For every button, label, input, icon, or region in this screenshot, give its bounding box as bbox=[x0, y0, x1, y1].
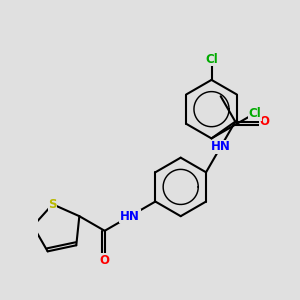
Text: Cl: Cl bbox=[248, 107, 261, 120]
Text: S: S bbox=[48, 198, 57, 211]
Text: Cl: Cl bbox=[205, 53, 218, 66]
Text: O: O bbox=[260, 115, 270, 128]
Text: O: O bbox=[100, 254, 110, 267]
Text: HN: HN bbox=[120, 210, 140, 223]
Text: HN: HN bbox=[211, 140, 231, 154]
